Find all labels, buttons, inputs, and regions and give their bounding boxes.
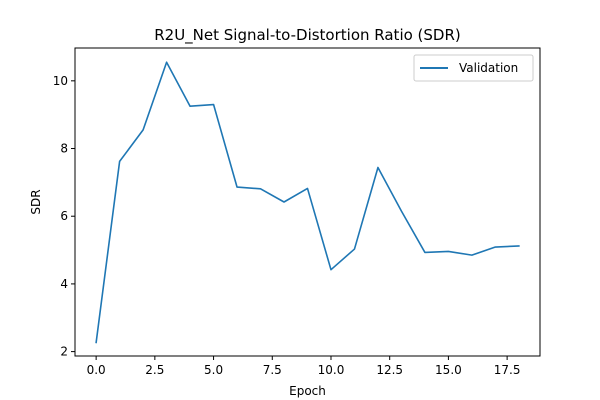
y-tick-label: 10 — [53, 74, 68, 88]
y-tick-label: 4 — [60, 277, 68, 291]
x-tick-label: 15.0 — [435, 363, 462, 377]
x-axis-label: Epoch — [289, 384, 326, 398]
x-axis-ticks: 0.0 2.5 5.0 7.5 10.0 12.5 15.0 17.5 — [87, 356, 521, 377]
legend-label-validation: Validation — [459, 61, 518, 75]
x-tick-label: 10.0 — [318, 363, 345, 377]
x-tick-label: 2.5 — [145, 363, 164, 377]
series-layer — [95, 61, 520, 344]
y-axis-ticks: 2 4 6 8 10 — [53, 74, 75, 359]
legend-box — [413, 54, 534, 82]
x-tick-label: 12.5 — [376, 363, 403, 377]
plot-frame — [74, 47, 541, 357]
legend: Validation — [413, 54, 534, 82]
x-tick-label: 17.5 — [494, 363, 521, 377]
series-line-validation — [95, 61, 520, 344]
y-tick-label: 2 — [60, 345, 68, 359]
x-tick-label: 0.0 — [87, 363, 106, 377]
y-axis-label: SDR — [29, 189, 43, 214]
y-tick-label: 8 — [60, 142, 68, 156]
x-tick-label: 7.5 — [263, 363, 282, 377]
x-tick-label: 5.0 — [204, 363, 223, 377]
y-tick-label: 6 — [60, 209, 68, 223]
chart-title: R2U_Net Signal-to-Distortion Ratio (SDR) — [154, 26, 461, 45]
